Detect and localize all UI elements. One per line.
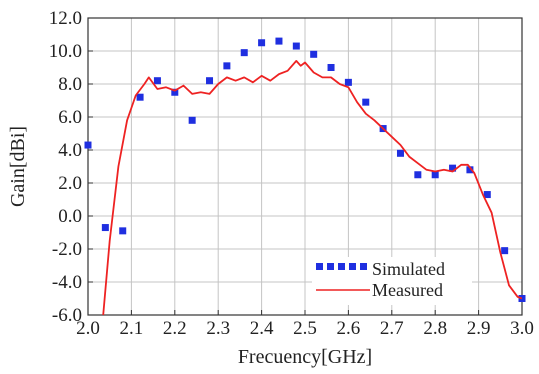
simulated-point [344,78,352,86]
simulated-point [466,166,474,174]
simulated-point [258,39,266,47]
simulated-point [431,171,439,179]
simulated-point [101,224,109,232]
x-tick-label: 2.4 [250,318,274,339]
x-axis-label: Frecuency[GHz] [238,346,372,368]
y-tick-label: 2.0 [58,173,82,194]
x-tick-label: 2.1 [120,318,144,339]
simulated-point [449,164,457,172]
y-tick-label: -4.0 [52,272,82,293]
y-tick-label: 12.0 [49,8,82,29]
simulated-point [206,77,214,85]
simulated-point [223,62,231,70]
legend-simulated-swatch [316,263,367,270]
simulated-point [119,227,127,235]
measured-line [102,60,522,315]
series-layer [84,37,526,315]
legend-simulated-marker [327,263,334,270]
simulated-point [275,37,283,45]
x-tick-label: 2.3 [206,318,230,339]
legend-simulated-marker [338,263,345,270]
x-tick-label: 2.0 [76,318,100,339]
simulated-point [327,64,335,71]
simulated-point [292,42,300,50]
simulated-point [501,247,509,255]
legend-simulated-label: Simulated [372,259,445,279]
simulated-point [188,116,196,124]
simulated-point [136,93,144,101]
simulated-point [310,50,318,58]
x-tick-label: 2.6 [337,318,361,339]
x-tick-label: 2.8 [423,318,447,339]
simulated-point [362,98,370,106]
x-tick-label: 2.2 [163,318,187,339]
simulated-point [240,49,248,57]
y-tick-label: -2.0 [52,239,82,260]
simulated-point [84,141,92,149]
y-tick-label: 0.0 [58,206,82,227]
simulated-point [483,191,491,199]
legend-measured-label: Measured [372,280,443,300]
y-tick-label: 6.0 [58,107,82,128]
legend: Simulated Measured [312,257,472,305]
x-tick-label: 3.0 [510,318,534,339]
x-tick-label: 2.7 [380,318,404,339]
y-axis-label: Gain[dBi] [7,126,29,207]
legend-simulated-marker [360,263,367,270]
tick-labels: 2.0 2.1 2.2 2.3 2.4 2.5 2.6 2.7 2.8 2.9 3.0 -6.0 -4.… [49,8,534,339]
x-tick-label: 2.5 [293,318,317,339]
simulated-point [396,149,404,157]
y-tick-label: 4.0 [58,140,82,161]
plot-frame [87,17,523,316]
legend-simulated-marker [316,263,323,270]
legend-simulated-marker [349,263,356,270]
y-tick-label: 10.0 [49,41,82,62]
simulated-point [153,77,161,85]
y-tick-label: -6.0 [52,305,82,326]
x-tick-label: 2.9 [467,318,491,339]
y-tick-label: 8.0 [58,74,82,95]
simulated-point [171,88,179,96]
simulated-point [414,171,422,179]
